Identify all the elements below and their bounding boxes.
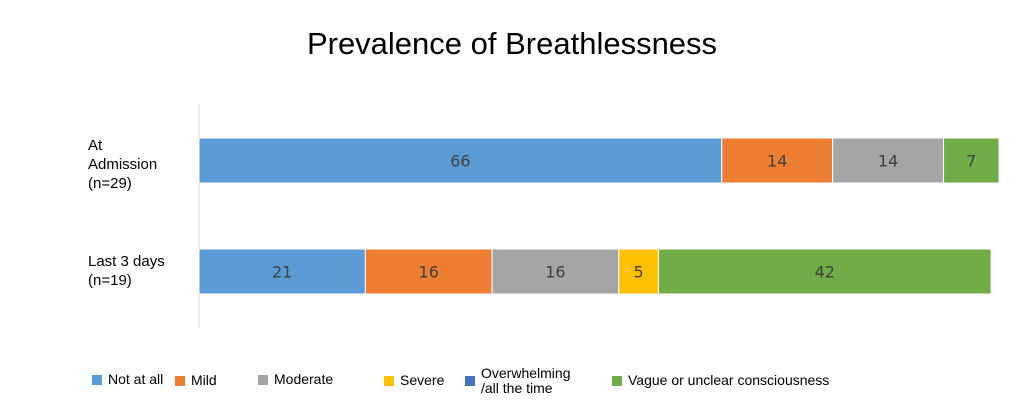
legend-swatch (384, 375, 394, 386)
data-label-vague-1: 42 (815, 263, 835, 282)
chart-title: Prevalence of Breathlessness (306, 26, 718, 61)
legend-label: Vague or unclear consciousness (628, 372, 830, 388)
chart-plot: 66 14 14 7 21 16 16 5 42 (198, 104, 1000, 328)
data-label-not-at-all-0: 66 (450, 152, 470, 171)
legend-swatch (258, 374, 268, 385)
category-label-admission: At Admission (n=29) (88, 137, 158, 192)
data-label-mild-1: 16 (419, 263, 439, 282)
legend-label: Moderate (274, 371, 334, 387)
legend-label: Not at all (108, 371, 164, 387)
legend-item-vague: Vague or unclear consciousness (612, 373, 829, 388)
legend-item-overwhelming: Overwhelming /all the time (465, 366, 570, 396)
legend-label: Mild (191, 372, 217, 388)
legend-swatch (612, 375, 622, 386)
data-label-moderate-0: 14 (878, 152, 898, 171)
data-label-vague-0: 7 (966, 152, 976, 171)
bar-not-at-all-1 (198, 248, 366, 295)
bar-moderate-1 (491, 248, 620, 295)
bar-vague-0 (943, 137, 1000, 184)
legend-swatch (465, 376, 475, 386)
data-label-moderate-1: 16 (545, 263, 565, 282)
bar-moderate-0 (832, 137, 945, 184)
bar-not-at-all-0 (198, 137, 723, 184)
legend-label: Severe (400, 372, 445, 388)
legend-swatch (92, 374, 102, 385)
legend-label: Overwhelming /all the time (481, 365, 571, 396)
legend-item-not-at-all: Not at all (92, 372, 163, 387)
legend-item-severe: Severe (384, 373, 444, 388)
category-label-last-3-days: Last 3 days (n=19) (88, 253, 165, 289)
legend-item-moderate: Moderate (258, 372, 333, 387)
bar-mild-1 (364, 248, 493, 295)
data-label-mild-0: 14 (767, 152, 787, 171)
legend-item-mild: Mild (175, 373, 217, 388)
bar-severe-1 (618, 248, 659, 295)
bar-vague-1 (657, 248, 992, 295)
legend: Not at all Mild Moderate Severe Overwhel… (0, 360, 1024, 405)
legend-swatch (175, 375, 185, 386)
data-label-severe-1: 5 (634, 263, 644, 282)
data-label-not-at-all-1: 21 (272, 263, 292, 282)
